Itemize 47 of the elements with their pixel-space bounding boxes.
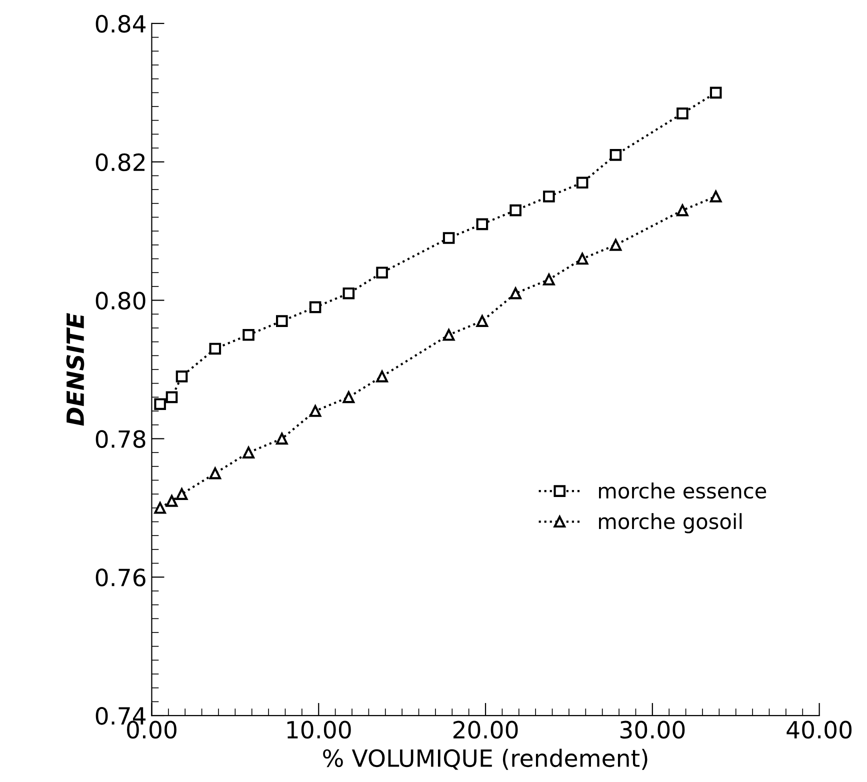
point <box>476 315 488 327</box>
point <box>154 502 166 514</box>
point <box>576 176 588 189</box>
point <box>376 266 388 279</box>
y-tick-label: 0.82 <box>96 153 144 172</box>
point <box>676 204 688 216</box>
point <box>166 391 178 404</box>
point <box>342 287 355 300</box>
y-tick-label: 0.84 <box>96 14 146 33</box>
point <box>676 108 688 120</box>
y-axis-title: DENSITE <box>66 313 84 426</box>
x-tick-label: 20.00 <box>453 720 518 739</box>
point <box>442 232 455 244</box>
x-axis-title: % VOLUMIQUE (rendement) <box>323 748 648 770</box>
point <box>342 391 355 404</box>
point <box>209 467 222 480</box>
legend-label: morche essence <box>599 482 766 499</box>
point <box>376 370 388 382</box>
point <box>176 488 188 500</box>
point <box>209 342 222 355</box>
point <box>309 405 322 417</box>
point <box>442 328 455 341</box>
y-tick-label: 0.80 <box>96 292 146 310</box>
point <box>710 86 722 99</box>
point <box>510 204 522 216</box>
point <box>276 432 288 445</box>
x-tick-label: 30.00 <box>620 720 685 739</box>
legend-label: morche gosoil <box>599 513 742 534</box>
point <box>176 370 188 382</box>
point <box>543 274 555 286</box>
point <box>710 190 722 202</box>
point <box>510 287 522 300</box>
point <box>242 446 254 458</box>
point <box>610 239 622 251</box>
point <box>476 218 488 230</box>
point <box>543 190 555 202</box>
x-tick-label: 40.00 <box>786 720 852 739</box>
point <box>276 315 288 327</box>
x-tick-label: 10.00 <box>287 720 351 739</box>
y-tick-label: 0.78 <box>96 430 146 448</box>
point <box>576 252 588 265</box>
point <box>309 301 322 314</box>
point <box>154 398 166 410</box>
point <box>242 328 254 341</box>
point <box>166 495 178 507</box>
point <box>610 149 622 161</box>
y-tick-label: 0.76 <box>96 568 146 586</box>
